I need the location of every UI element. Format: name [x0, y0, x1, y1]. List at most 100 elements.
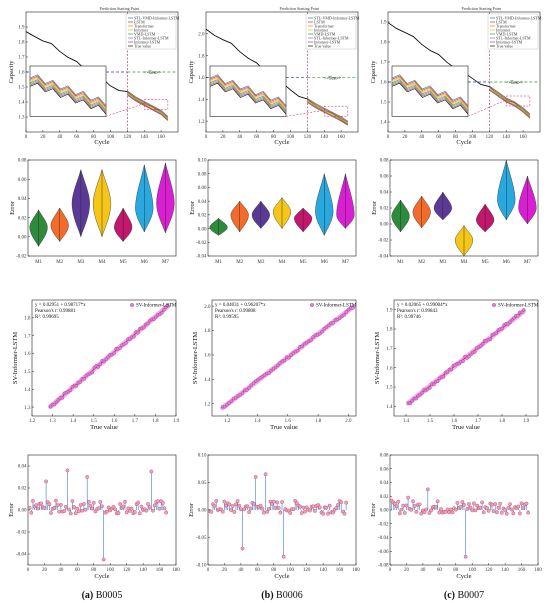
- residual-point: [317, 505, 322, 510]
- x-tick-label: 40: [58, 568, 64, 573]
- residual-point: [100, 504, 104, 509]
- residual-point: [68, 511, 73, 516]
- fit-plot-frame: [393, 299, 539, 417]
- data-point: [68, 388, 73, 393]
- residual-point: [59, 502, 63, 507]
- residual-point: [299, 511, 304, 515]
- legend-box: [487, 13, 539, 50]
- y-tick-label: 1.7: [386, 347, 393, 352]
- data-point: [90, 370, 94, 375]
- residual-point: [229, 508, 233, 512]
- y-tick-label: 0.05: [198, 481, 207, 486]
- residual-point: [396, 499, 401, 504]
- data-point: [146, 321, 150, 326]
- y-tick-label: 1.6: [24, 352, 31, 357]
- y-tick-label: 0.00: [198, 227, 207, 232]
- inset-line: [209, 82, 287, 115]
- data-point: [160, 311, 164, 315]
- y-tick-label: 0.02: [198, 214, 207, 219]
- x-tick-label: 0: [389, 568, 392, 573]
- caption-name: B0005: [96, 590, 123, 601]
- error-violin-chart-c: M1 M2 M3 M4 M5 M6 M7 -0.04 -0.02 0.00 0.02 0.04 0.06…: [371, 159, 539, 265]
- residual-point: [417, 502, 422, 507]
- residual-point: [137, 511, 142, 516]
- category-label: M4: [279, 260, 286, 265]
- residual-point: [472, 501, 476, 506]
- residual-point: [437, 510, 442, 515]
- legend-label: SV-Informer-LSTM: [136, 304, 177, 309]
- prediction-line: [307, 99, 349, 123]
- residual-point: [247, 510, 251, 514]
- category-label: M5: [482, 260, 489, 265]
- data-point: [132, 334, 136, 339]
- regression-equation: y = 0.02951 + 0.98717*x: [35, 303, 86, 308]
- y-tick-label: 1.4: [380, 121, 387, 126]
- residual-point: [281, 554, 286, 559]
- residual-point: [503, 508, 507, 512]
- y-tick-label: 1.6: [380, 81, 387, 86]
- y-tick-label: -0.08: [378, 564, 389, 569]
- residual-point: [470, 508, 475, 513]
- data-point: [54, 400, 59, 405]
- inset-line: [391, 80, 469, 112]
- data-point: [311, 335, 315, 339]
- inset-line: [391, 76, 469, 109]
- data-point: [245, 388, 249, 392]
- residual-point: [156, 499, 160, 504]
- residual-point: [62, 509, 67, 513]
- x-axis-label: Cycle: [456, 573, 471, 580]
- zoom-inset: [209, 65, 287, 117]
- residual-point: [239, 507, 243, 512]
- category-label: M2: [236, 260, 243, 265]
- residual-point: [98, 500, 103, 504]
- residual-point: [105, 509, 109, 514]
- legend-label: Transformer: [496, 23, 517, 28]
- x-tick-label: 80: [91, 135, 97, 140]
- residual-point: [34, 503, 39, 507]
- y-tick-label: 0.08: [18, 159, 27, 164]
- residual-point: [258, 503, 263, 508]
- x-tick-label: 120: [486, 135, 494, 140]
- residual-point: [412, 504, 417, 508]
- data-point: [276, 363, 280, 368]
- y-axis-label: Capacity: [188, 60, 195, 84]
- inset-connector: [105, 103, 145, 117]
- y-axis-label: Error: [9, 200, 16, 215]
- prediction-line: [127, 91, 169, 118]
- y-tick-label: 1.9: [386, 308, 393, 313]
- x-tick-label: 120: [303, 568, 311, 573]
- residual-point: [39, 501, 44, 506]
- y-tick-label: 1.6: [18, 71, 25, 76]
- caption-tag: (b): [261, 590, 273, 601]
- y-tick-label: 0.02: [18, 487, 27, 492]
- y-tick-label: 0.00: [18, 236, 27, 241]
- y-tick-label: 1.5: [24, 370, 31, 375]
- capacity-chart-a: Prediction Starting Point<-Train-><-Test…: [8, 6, 180, 146]
- residual-point: [526, 510, 530, 515]
- x-tick-label: 40: [420, 568, 426, 573]
- legend-label: VMD-LSTM: [314, 31, 336, 36]
- data-point: [351, 306, 355, 310]
- residual-point: [263, 472, 268, 477]
- residual-point: [265, 510, 270, 514]
- residual-point: [465, 507, 470, 511]
- residual-point: [75, 506, 80, 511]
- residual-point: [339, 500, 344, 505]
- x-tick-label: 1.9: [173, 419, 180, 424]
- prediction-line: [127, 94, 169, 121]
- residual-point: [422, 510, 427, 514]
- residual-point: [425, 487, 430, 492]
- r-squared: R²: 0.99595: [215, 314, 239, 320]
- residual-point: [82, 502, 86, 506]
- x-tick-label: 160: [337, 135, 345, 140]
- inset-line: [391, 79, 469, 111]
- category-label: M2: [418, 260, 425, 265]
- prediction-line: [127, 92, 169, 119]
- residual-point: [245, 504, 250, 509]
- x-tick-label: 60: [255, 568, 261, 573]
- residual-point: [491, 509, 496, 513]
- legend-marker: [310, 303, 314, 307]
- inset-line: [29, 82, 107, 115]
